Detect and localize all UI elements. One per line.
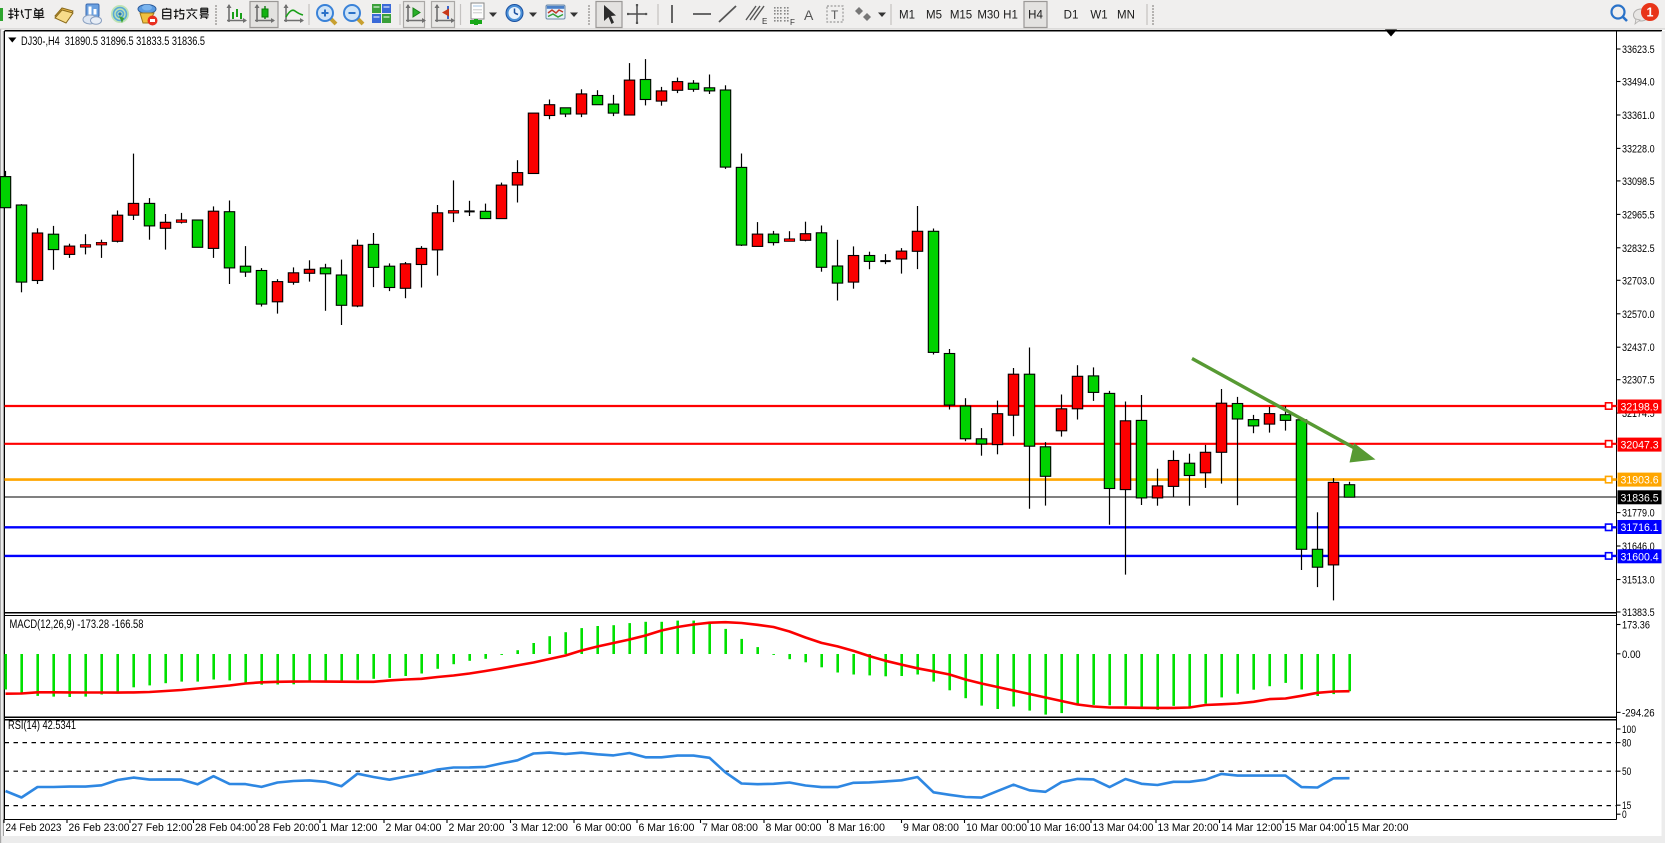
svg-text:33098.5: 33098.5 [1622, 176, 1655, 188]
svg-text:3 Mar 12:00: 3 Mar 12:00 [512, 822, 568, 834]
svg-text:DJ30-,H4 31890.5 31896.5 3183: DJ30-,H4 31890.5 31896.5 31833.5 31836.5 [21, 36, 205, 48]
svg-text:173.36: 173.36 [1622, 620, 1650, 632]
svg-text:10 Mar 00:00: 10 Mar 00:00 [966, 822, 1027, 834]
svg-text:M1: M1 [899, 10, 915, 22]
svg-text:100: 100 [1622, 724, 1636, 736]
svg-text:0.00: 0.00 [1622, 649, 1641, 661]
svg-text:6 Mar 00:00: 6 Mar 00:00 [576, 822, 632, 834]
svg-text:13 Mar 20:00: 13 Mar 20:00 [1158, 822, 1219, 834]
svg-text:31716.1: 31716.1 [1621, 522, 1659, 534]
svg-text:8 Mar 16:00: 8 Mar 16:00 [829, 822, 885, 834]
svg-text:2 Mar 20:00: 2 Mar 20:00 [449, 822, 505, 834]
svg-text:80: 80 [1622, 738, 1631, 750]
svg-text:0: 0 [1622, 809, 1627, 821]
svg-text:32570.0: 32570.0 [1622, 309, 1655, 321]
svg-text:MN: MN [1117, 10, 1135, 22]
svg-text:31903.6: 31903.6 [1621, 475, 1659, 487]
svg-text:-294.26: -294.26 [1622, 707, 1655, 719]
svg-text:H4: H4 [1028, 10, 1043, 22]
svg-text:F: F [790, 18, 795, 27]
svg-text:33623.5: 33623.5 [1622, 44, 1655, 56]
svg-text:24 Feb 2023: 24 Feb 2023 [6, 822, 62, 834]
svg-text:31779.0: 31779.0 [1622, 508, 1655, 520]
svg-text:1: 1 [1647, 6, 1654, 20]
svg-text:15: 15 [1622, 800, 1631, 812]
svg-text:2 Mar 04:00: 2 Mar 04:00 [386, 822, 442, 834]
svg-text:MACD(12,26,9) -173.28 -166.58: MACD(12,26,9) -173.28 -166.58 [10, 619, 144, 631]
svg-text:8 Mar 00:00: 8 Mar 00:00 [766, 822, 822, 834]
svg-text:31513.0: 31513.0 [1622, 575, 1655, 587]
svg-text:28 Feb 04:00: 28 Feb 04:00 [195, 822, 256, 834]
svg-text:15 Mar 04:00: 15 Mar 04:00 [1285, 822, 1346, 834]
svg-text:1 Mar 12:00: 1 Mar 12:00 [322, 822, 378, 834]
svg-text:M5: M5 [926, 10, 942, 22]
svg-text:27 Feb 12:00: 27 Feb 12:00 [132, 822, 193, 834]
svg-text:32832.5: 32832.5 [1622, 243, 1655, 255]
svg-text:M30: M30 [977, 10, 999, 22]
svg-text:33361.0: 33361.0 [1622, 110, 1655, 122]
svg-text:T: T [831, 8, 839, 22]
svg-text:10 Mar 16:00: 10 Mar 16:00 [1030, 822, 1091, 834]
svg-text:A: A [804, 7, 814, 23]
svg-text:28 Feb 20:00: 28 Feb 20:00 [259, 822, 320, 834]
svg-text:32965.5: 32965.5 [1622, 209, 1655, 221]
svg-text:RSI(14) 42.5341: RSI(14) 42.5341 [8, 720, 76, 732]
svg-text:32198.9: 32198.9 [1621, 402, 1659, 414]
svg-text:15 Mar 20:00: 15 Mar 20:00 [1348, 822, 1409, 834]
svg-text:31600.4: 31600.4 [1621, 551, 1659, 563]
svg-text:32437.0: 32437.0 [1622, 342, 1655, 354]
svg-text:13 Mar 04:00: 13 Mar 04:00 [1093, 822, 1154, 834]
svg-text:50: 50 [1622, 766, 1631, 778]
svg-text:14 Mar 12:00: 14 Mar 12:00 [1221, 822, 1282, 834]
svg-text:D1: D1 [1064, 10, 1079, 22]
svg-text:6 Mar 16:00: 6 Mar 16:00 [639, 822, 695, 834]
svg-text:33494.0: 33494.0 [1622, 77, 1655, 89]
svg-text:32703.0: 32703.0 [1622, 275, 1655, 287]
svg-text:33228.0: 33228.0 [1622, 143, 1655, 155]
svg-text:31383.5: 31383.5 [1622, 607, 1655, 619]
svg-text:M15: M15 [950, 10, 972, 22]
svg-text:9 Mar 08:00: 9 Mar 08:00 [903, 822, 959, 834]
svg-text:26 Feb 23:00: 26 Feb 23:00 [69, 822, 130, 834]
svg-text:32307.5: 32307.5 [1622, 375, 1655, 387]
svg-text:7 Mar 08:00: 7 Mar 08:00 [702, 822, 758, 834]
svg-text:32047.3: 32047.3 [1621, 440, 1659, 452]
svg-text:31836.5: 31836.5 [1621, 492, 1659, 504]
svg-text:W1: W1 [1090, 10, 1107, 22]
svg-text:E: E [762, 17, 767, 26]
svg-text:H1: H1 [1003, 10, 1018, 22]
